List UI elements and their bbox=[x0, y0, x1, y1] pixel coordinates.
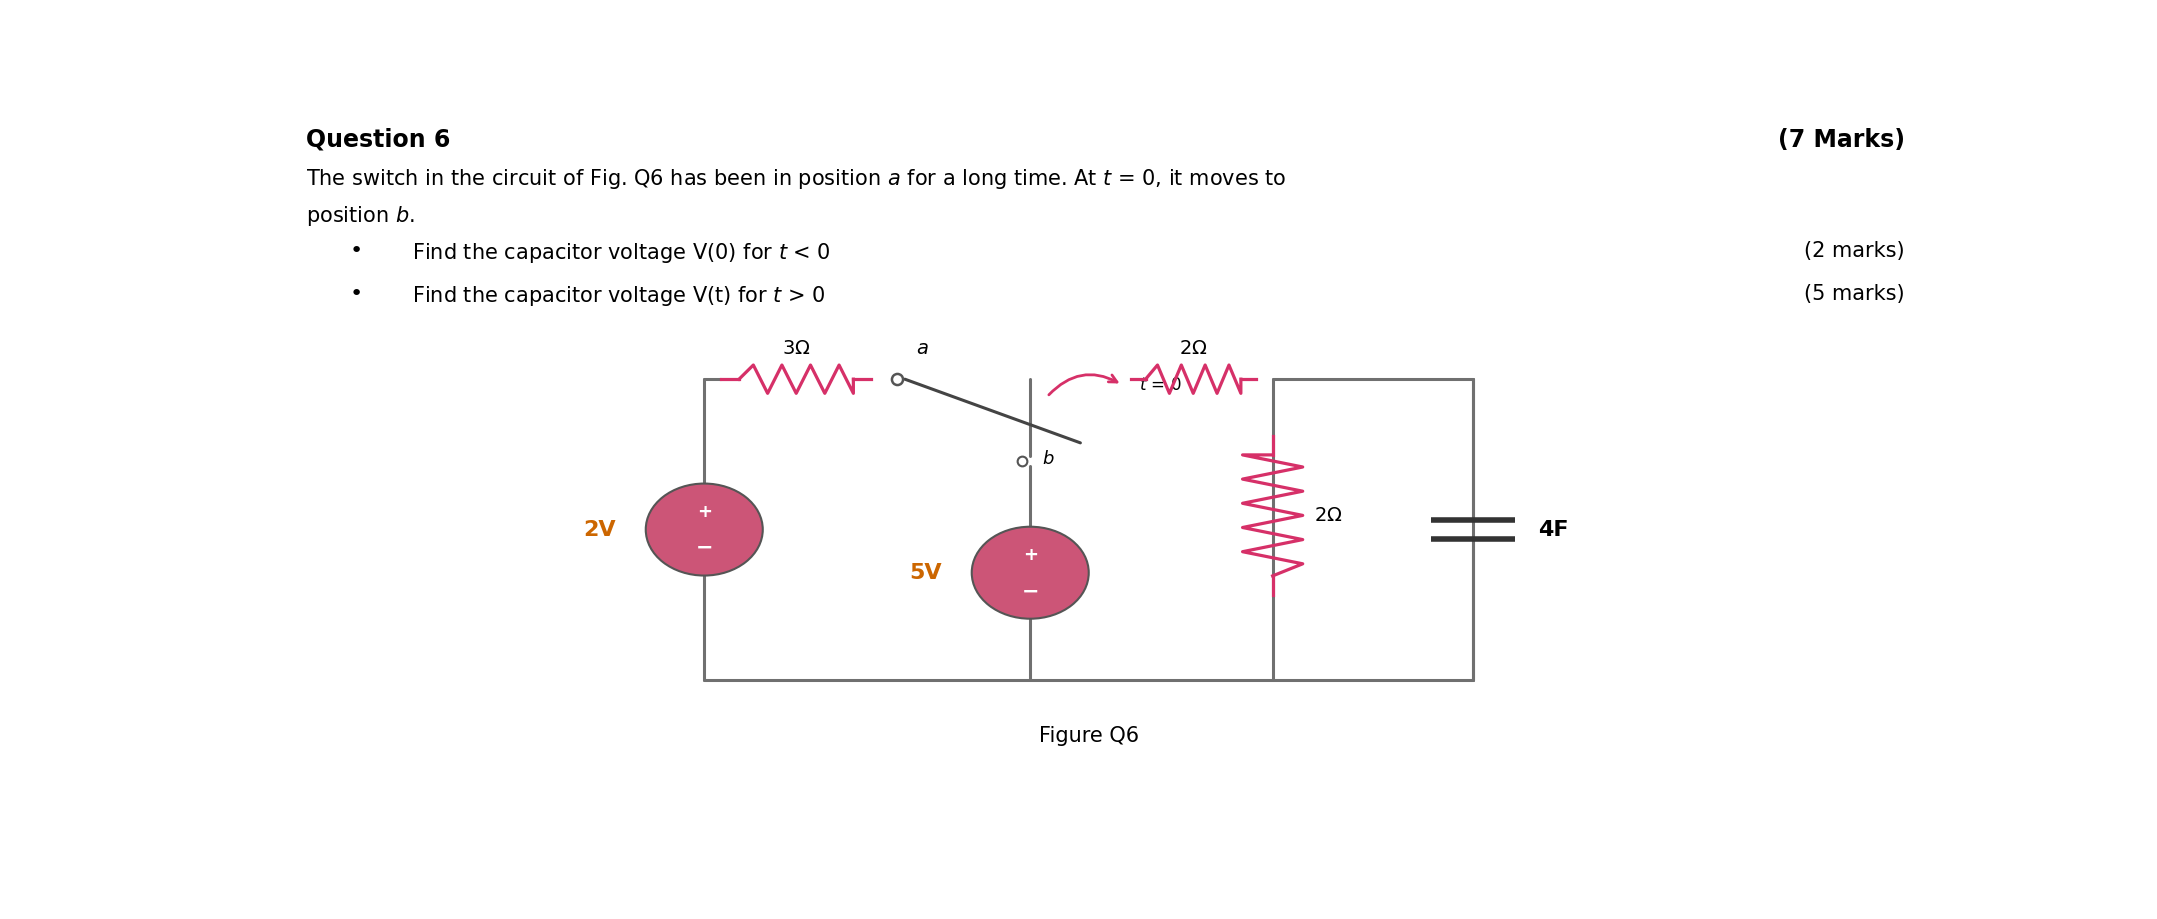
FancyArrowPatch shape bbox=[1048, 375, 1117, 395]
Ellipse shape bbox=[645, 483, 764, 575]
Text: a: a bbox=[917, 339, 928, 358]
Text: 3$\Omega$: 3$\Omega$ bbox=[783, 339, 811, 358]
Text: Find the capacitor voltage V(t) for $t$ > 0: Find the capacitor voltage V(t) for $t$ … bbox=[412, 284, 826, 308]
Text: (2 marks): (2 marks) bbox=[1803, 241, 1905, 261]
Text: b: b bbox=[1042, 450, 1053, 468]
Text: (7 Marks): (7 Marks) bbox=[1777, 128, 1905, 152]
Text: •: • bbox=[349, 241, 362, 261]
Text: 2$\Omega$: 2$\Omega$ bbox=[1180, 339, 1208, 358]
Text: 5V: 5V bbox=[908, 562, 943, 583]
Text: −: − bbox=[1022, 581, 1040, 601]
Text: Find the capacitor voltage V(0) for $t$ < 0: Find the capacitor voltage V(0) for $t$ … bbox=[412, 241, 830, 266]
Text: −: − bbox=[695, 538, 714, 558]
Text: 2V: 2V bbox=[582, 519, 615, 539]
Text: 2$\Omega$: 2$\Omega$ bbox=[1314, 505, 1344, 525]
Text: +: + bbox=[697, 503, 712, 521]
Text: +: + bbox=[1022, 546, 1038, 564]
Text: position $b$.: position $b$. bbox=[306, 204, 416, 228]
Text: The switch in the circuit of Fig. Q6 has been in position $a$ for a long time. A: The switch in the circuit of Fig. Q6 has… bbox=[306, 167, 1288, 191]
Text: 4F: 4F bbox=[1538, 519, 1568, 539]
Text: (5 marks): (5 marks) bbox=[1803, 284, 1905, 303]
Text: Question 6: Question 6 bbox=[306, 128, 451, 152]
Text: Figure Q6: Figure Q6 bbox=[1040, 726, 1139, 746]
Ellipse shape bbox=[971, 527, 1089, 618]
Text: •: • bbox=[349, 284, 362, 303]
Text: $t$ = 0: $t$ = 0 bbox=[1139, 376, 1182, 394]
